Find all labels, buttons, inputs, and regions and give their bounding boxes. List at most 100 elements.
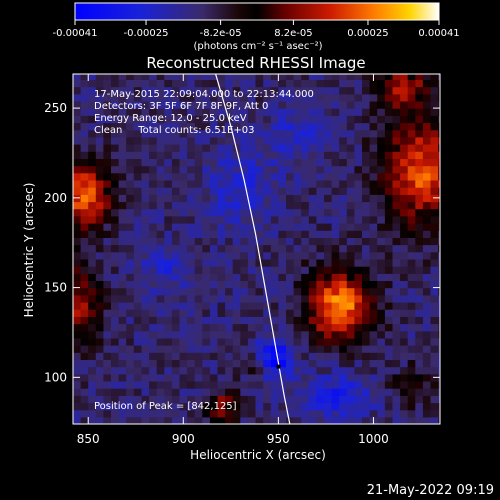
heatmap-cell	[194, 402, 203, 411]
heatmap-cell	[430, 309, 439, 317]
heatmap-cell	[73, 172, 82, 181]
heatmap-cell	[255, 244, 264, 253]
heatmap-cell	[232, 129, 241, 138]
heatmap-cell	[209, 280, 219, 289]
x-tick-label: 900	[172, 432, 195, 446]
heatmap-cell	[217, 151, 226, 159]
heatmap-cell	[164, 244, 173, 253]
heatmap-cell	[384, 402, 394, 411]
heatmap-cell	[118, 93, 127, 102]
heatmap-cell	[369, 352, 378, 360]
heatmap-cell	[232, 323, 241, 332]
heatmap-cell	[217, 74, 226, 80]
heatmap-cell	[118, 144, 127, 152]
heatmap-cell	[415, 380, 424, 389]
heatmap-cell	[384, 388, 394, 396]
heatmap-cell	[202, 294, 211, 303]
heatmap-cell	[240, 172, 249, 181]
heatmap-cell	[133, 158, 142, 167]
heatmap-cell	[88, 144, 97, 152]
heatmap-cell	[95, 194, 104, 203]
heatmap-cell	[438, 172, 440, 181]
heatmap-cell	[392, 359, 401, 368]
heatmap-cell	[217, 129, 226, 138]
heatmap-cell	[263, 301, 272, 310]
heatmap-cell	[324, 129, 333, 138]
heatmap-cell	[149, 388, 158, 396]
heatmap-cell	[194, 165, 203, 174]
heatmap-cell	[293, 395, 302, 404]
heatmap-cell	[384, 74, 394, 80]
heatmap-cell	[187, 74, 196, 80]
heatmap-cell	[263, 201, 272, 210]
heatmap-cell	[400, 258, 409, 267]
heatmap-cell	[354, 100, 363, 109]
heatmap-cell	[133, 309, 142, 317]
heatmap-cell	[194, 251, 203, 260]
heatmap-cell	[278, 244, 287, 253]
heatmap-cell	[194, 366, 203, 375]
heatmap-cell	[171, 100, 181, 109]
heatmap-cell	[240, 165, 249, 174]
heatmap-cell	[141, 237, 150, 246]
heatmap-cell	[247, 122, 257, 131]
heatmap-cell	[187, 359, 196, 368]
heatmap-cell	[111, 287, 120, 296]
heatmap-cell	[240, 258, 249, 267]
heatmap-cell	[422, 380, 432, 389]
heatmap-cell	[369, 251, 378, 260]
heatmap-cell	[187, 172, 196, 181]
heatmap-cell	[384, 187, 394, 195]
heatmap-cell	[149, 230, 158, 238]
heatmap-cell	[240, 93, 249, 102]
heatmap-cell	[278, 366, 287, 375]
heatmap-cell	[384, 280, 394, 289]
heatmap-cell	[377, 373, 386, 382]
heatmap-cell	[339, 316, 348, 325]
heatmap-cell	[384, 151, 394, 159]
heatmap-cell	[255, 409, 264, 418]
heatmap-cell	[270, 366, 279, 375]
heatmap-cell	[225, 129, 234, 138]
heatmap-cell	[80, 416, 89, 424]
heatmap-cell	[111, 309, 120, 317]
heatmap-cell	[377, 287, 386, 296]
heatmap-cell	[95, 330, 104, 339]
heatmap-cell	[362, 230, 371, 238]
heatmap-cell	[80, 165, 89, 174]
heatmap-cell	[209, 373, 219, 382]
heatmap-cell	[225, 136, 234, 145]
heatmap-cell	[103, 93, 112, 102]
heatmap-cell	[187, 323, 196, 332]
heatmap-cell	[270, 115, 279, 124]
heatmap-cell	[316, 122, 325, 131]
heatmap-cell	[126, 258, 135, 267]
heatmap-cell	[217, 208, 226, 217]
heatmap-cell	[194, 352, 203, 360]
heatmap-cell	[247, 280, 257, 289]
heatmap-cell	[171, 201, 181, 210]
heatmap-cell	[225, 215, 234, 224]
heatmap-cell	[171, 316, 181, 325]
heatmap-cell	[346, 201, 355, 210]
heatmap-cell	[111, 345, 120, 353]
heatmap-cell	[217, 409, 226, 418]
heatmap-cell	[422, 201, 432, 210]
heatmap-cell	[354, 172, 363, 181]
heatmap-cell	[384, 194, 394, 203]
heatmap-cell	[80, 108, 89, 116]
heatmap-cell	[324, 316, 333, 325]
heatmap-cell	[422, 230, 432, 238]
heatmap-cell	[156, 366, 165, 375]
heatmap-cell	[232, 244, 241, 253]
heatmap-cell	[126, 323, 135, 332]
heatmap-cell	[171, 266, 181, 274]
heatmap-cell	[430, 74, 439, 80]
heatmap-cell	[422, 215, 432, 224]
heatmap-cell	[149, 172, 158, 181]
heatmap-cell	[111, 251, 120, 260]
heatmap-cell	[187, 165, 196, 174]
heatmap-cell	[103, 301, 112, 310]
heatmap-cell	[430, 294, 439, 303]
heatmap-cell	[133, 266, 142, 274]
